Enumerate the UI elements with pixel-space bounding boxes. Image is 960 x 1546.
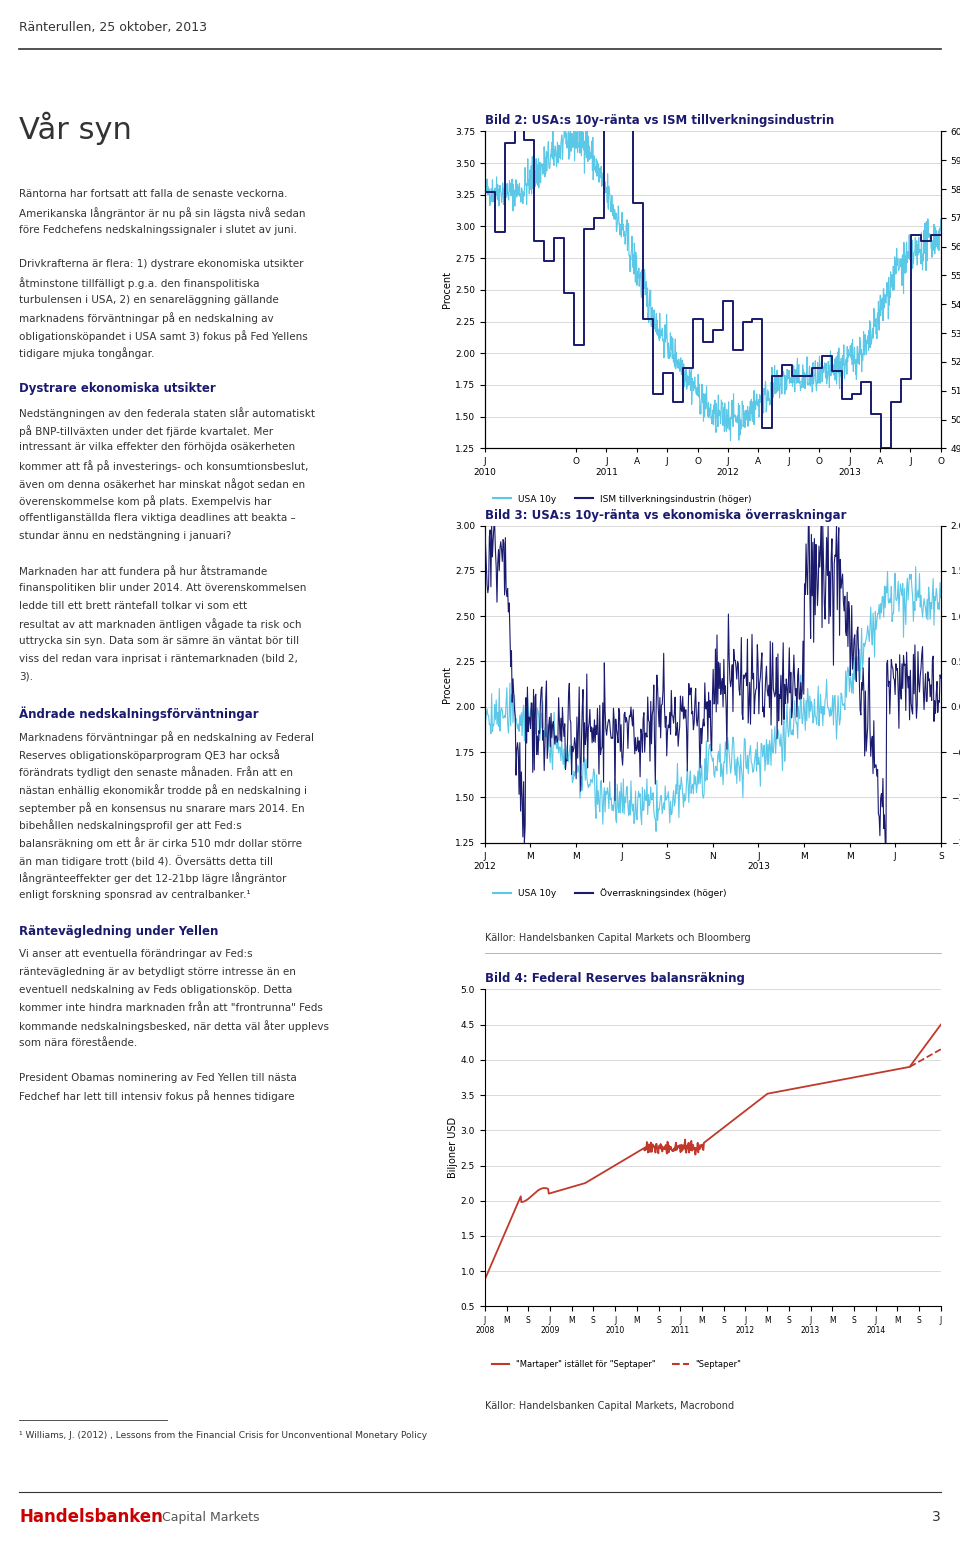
Text: offentliganställda flera viktiga deadlines att beakta –: offentliganställda flera viktiga deadlin… [19, 513, 296, 523]
Text: stundar ännu en nedstängning i januari?: stundar ännu en nedstängning i januari? [19, 530, 231, 541]
Text: Bild 3: USA:s 10y-ränta vs ekonomiska överraskningar: Bild 3: USA:s 10y-ränta vs ekonomiska öv… [485, 509, 847, 521]
Text: Källor: Handelsbanken Capital Markets och Bloomberg: Källor: Handelsbanken Capital Markets oc… [485, 932, 751, 943]
Text: Capital Markets: Capital Markets [162, 1510, 259, 1524]
Text: obligationsköpandet i USA samt 3) fokus på Fed Yellens: obligationsköpandet i USA samt 3) fokus … [19, 329, 308, 342]
Text: marknadens förväntningar på en nedskalning av: marknadens förväntningar på en nedskalni… [19, 312, 274, 325]
Text: kommer att få på investerings- och konsumtionsbeslut,: kommer att få på investerings- och konsu… [19, 461, 308, 472]
Text: även om denna osäkerhet har minskat något sedan en: även om denna osäkerhet har minskat någo… [19, 478, 305, 490]
Text: turbulensen i USA, 2) en senareläggning gällande: turbulensen i USA, 2) en senareläggning … [19, 295, 279, 305]
Text: än man tidigare trott (bild 4). Översätts detta till: än man tidigare trott (bild 4). Översätt… [19, 855, 274, 867]
Text: kommande nedskalningsbesked, när detta väl åter upplevs: kommande nedskalningsbesked, när detta v… [19, 1020, 329, 1033]
Text: Ändrade nedskalningsförväntningar: Ändrade nedskalningsförväntningar [19, 707, 259, 720]
Text: september på en konsensus nu snarare mars 2014. En: september på en konsensus nu snarare mar… [19, 802, 305, 813]
Text: Amerikanska långräntor är nu på sin lägsta nivå sedan: Amerikanska långräntor är nu på sin lägs… [19, 207, 305, 218]
Y-axis label: Procent: Procent [443, 272, 452, 308]
Text: Marknaden har att fundera på hur åtstramande: Marknaden har att fundera på hur åtstram… [19, 566, 268, 577]
Text: Källa: Macrobond: Källa: Macrobond [485, 538, 569, 549]
Text: Vi anser att eventuella förändringar av Fed:s: Vi anser att eventuella förändringar av … [19, 949, 252, 960]
Legend: USA 10y, Överraskningsindex (höger): USA 10y, Överraskningsindex (höger) [490, 884, 730, 901]
Text: Handelsbanken: Handelsbanken [19, 1509, 163, 1526]
Text: Fedchef har lett till intensiv fokus på hennes tidigare: Fedchef har lett till intensiv fokus på … [19, 1090, 295, 1102]
Text: Dystrare ekonomiska utsikter: Dystrare ekonomiska utsikter [19, 382, 216, 396]
Text: Räntevägledning under Yellen: Räntevägledning under Yellen [19, 925, 219, 938]
Text: 3).: 3). [19, 671, 34, 682]
Text: President Obamas nominering av Fed Yellen till nästa: President Obamas nominering av Fed Yelle… [19, 1073, 297, 1082]
Text: enligt forskning sponsrad av centralbanker.¹: enligt forskning sponsrad av centralbank… [19, 890, 251, 900]
Text: Bild 4: Federal Reserves balansräkning: Bild 4: Federal Reserves balansräkning [485, 972, 745, 985]
Text: Ränterullen, 25 oktober, 2013: Ränterullen, 25 oktober, 2013 [19, 20, 207, 34]
Text: Nedstängningen av den federala staten slår automatiskt: Nedstängningen av den federala staten sl… [19, 407, 315, 419]
Text: nästan enhällig ekonomikår trodde på en nedskalning i: nästan enhällig ekonomikår trodde på en … [19, 784, 307, 796]
Text: före Fedchefens nedskalningssignaler i slutet av juni.: före Fedchefens nedskalningssignaler i s… [19, 224, 298, 235]
Text: Källor: Handelsbanken Capital Markets, Macrobond: Källor: Handelsbanken Capital Markets, M… [485, 1401, 734, 1411]
Text: uttrycka sin syn. Data som är sämre än väntat bör till: uttrycka sin syn. Data som är sämre än v… [19, 635, 300, 646]
Legend: USA 10y, ISM tillverkningsindustrin (höger): USA 10y, ISM tillverkningsindustrin (hög… [490, 492, 755, 507]
Text: överenskommelse kom på plats. Exempelvis har: överenskommelse kom på plats. Exempelvis… [19, 495, 272, 507]
Legend: "Martaper" istället för "Septaper", "Septaper": "Martaper" istället för "Septaper", "Sep… [489, 1356, 744, 1371]
Text: eventuell nedskalning av Feds obligationsköp. Detta: eventuell nedskalning av Feds obligation… [19, 985, 293, 996]
Text: Reserves obligationsköparprogram QE3 har också: Reserves obligationsköparprogram QE3 har… [19, 748, 280, 761]
Text: resultat av att marknaden äntligen vågade ta risk och: resultat av att marknaden äntligen vågad… [19, 618, 301, 631]
Text: ¹ Williams, J. (2012) , Lessons from the Financial Crisis for Unconventional Mon: ¹ Williams, J. (2012) , Lessons from the… [19, 1432, 427, 1441]
Text: Räntorna har fortsatt att falla de senaste veckorna.: Räntorna har fortsatt att falla de senas… [19, 189, 288, 199]
Text: långränteeffekter ger det 12-21bp lägre långräntor: långränteeffekter ger det 12-21bp lägre … [19, 872, 287, 884]
Y-axis label: Biljoner USD: Biljoner USD [448, 1118, 458, 1178]
Text: viss del redan vara inprisat i räntemarknaden (bild 2,: viss del redan vara inprisat i räntemark… [19, 654, 298, 663]
Text: Marknadens förväntningar på en nedskalning av Federal: Marknadens förväntningar på en nedskalni… [19, 731, 314, 742]
Text: intressant är vilka effekter den förhöjda osäkerheten: intressant är vilka effekter den förhöjd… [19, 442, 296, 453]
Text: finanspolitiken blir under 2014. Att överenskommelsen: finanspolitiken blir under 2014. Att öve… [19, 583, 306, 594]
Text: på BNP-tillväxten under det fjärde kvartalet. Mer: på BNP-tillväxten under det fjärde kvart… [19, 425, 274, 436]
Text: kommer inte hindra marknaden från att "frontrunna" Feds: kommer inte hindra marknaden från att "f… [19, 1002, 324, 1013]
Text: 3: 3 [932, 1510, 941, 1524]
Text: åtminstone tillfälligt p.g.a. den finanspolitiska: åtminstone tillfälligt p.g.a. den finans… [19, 277, 260, 289]
Text: räntevägledning är av betydligt större intresse än en: räntevägledning är av betydligt större i… [19, 968, 296, 977]
Text: bibehållen nedskalningsprofil ger att Fed:s: bibehållen nedskalningsprofil ger att Fe… [19, 819, 242, 832]
Text: Vår syn: Vår syn [19, 111, 132, 145]
Text: Drivkrafterna är flera: 1) dystrare ekonomiska utsikter: Drivkrafterna är flera: 1) dystrare ekon… [19, 260, 303, 269]
Text: som nära förestående.: som nära förestående. [19, 1037, 137, 1048]
Text: tidigare mjuka tongångar.: tidigare mjuka tongångar. [19, 348, 155, 360]
Text: Bild 2: USA:s 10y-ränta vs ISM tillverkningsindustrin: Bild 2: USA:s 10y-ränta vs ISM tillverkn… [485, 114, 834, 127]
Text: balansräkning om ett år är cirka 510 mdr dollar större: balansräkning om ett år är cirka 510 mdr… [19, 836, 302, 849]
Y-axis label: Procent: Procent [443, 666, 452, 702]
Text: ledde till ett brett räntefall tolkar vi som ett: ledde till ett brett räntefall tolkar vi… [19, 601, 248, 611]
Text: förändrats tydligt den senaste månaden. Från att en: förändrats tydligt den senaste månaden. … [19, 767, 293, 778]
